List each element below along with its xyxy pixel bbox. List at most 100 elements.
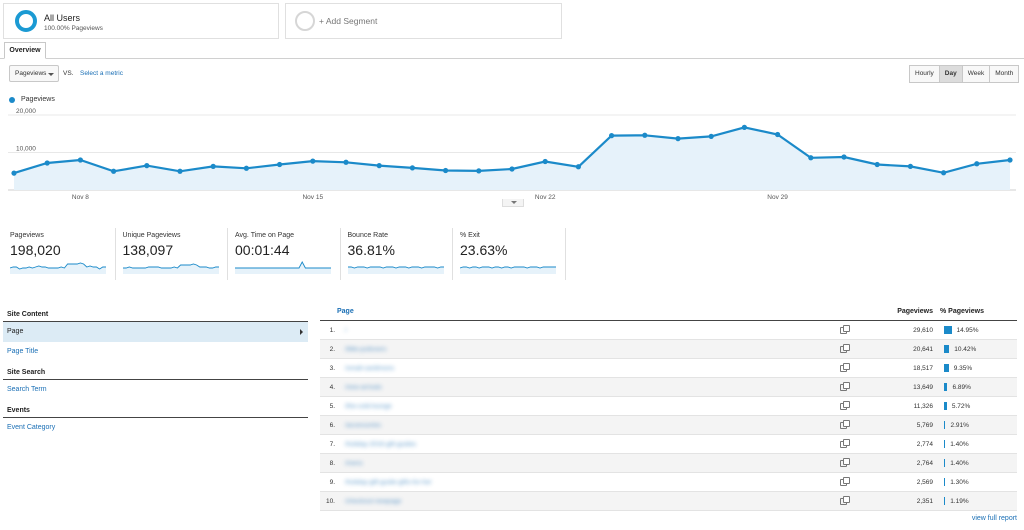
data-point[interactable] <box>111 168 117 174</box>
sparkline-area <box>347 267 444 274</box>
data-point[interactable] <box>77 157 83 163</box>
header-page[interactable]: Page <box>337 308 354 315</box>
tab-overview[interactable]: Overview <box>4 42 46 59</box>
view-full-report-link[interactable]: view full report <box>971 515 1017 522</box>
data-point[interactable] <box>907 163 914 169</box>
data-point[interactable] <box>210 163 216 169</box>
data-point[interactable] <box>443 167 449 174</box>
data-point[interactable] <box>775 131 781 138</box>
page-path-cell[interactable]: / <box>335 327 840 334</box>
data-point[interactable] <box>476 168 482 174</box>
data-point[interactable] <box>874 161 880 168</box>
data-point[interactable] <box>11 170 17 176</box>
scorecard[interactable]: % Exit 23.63% <box>453 228 566 280</box>
pct-pageviews-cell: 9.35% <box>935 364 1017 372</box>
scorecard[interactable]: Bounce Rate 36.81% <box>341 228 453 280</box>
page-path-link[interactable]: /new-arrivals <box>345 383 382 391</box>
data-point[interactable] <box>575 164 582 170</box>
panel-item[interactable]: Page Title <box>3 342 308 362</box>
external-link-icon[interactable] <box>840 381 850 391</box>
header-pageviews[interactable]: Pageviews <box>897 308 933 315</box>
data-point[interactable] <box>177 168 183 174</box>
page-path-link[interactable]: /holiday-gift-guide-gifts-for-her <box>345 478 432 486</box>
table-row: 10. /checkout-newpage 2,351 1.19% <box>320 492 1017 511</box>
data-point[interactable] <box>841 154 847 160</box>
page-path-cell[interactable]: /accessories <box>335 422 840 429</box>
panel-item[interactable]: Event Category <box>3 418 308 438</box>
data-point[interactable] <box>409 165 415 171</box>
scorecard-sparkline <box>122 263 219 274</box>
external-link-icon[interactable] <box>840 438 850 448</box>
row-index: 9. <box>329 478 335 486</box>
external-link-icon[interactable] <box>840 400 850 410</box>
open-link-cell <box>840 362 864 372</box>
data-point[interactable] <box>243 165 249 171</box>
metric-dropdown[interactable]: Pageviews <box>9 65 59 82</box>
add-segment-button[interactable]: + Add Segment <box>285 3 562 39</box>
granularity-month-button[interactable]: Month <box>989 65 1020 83</box>
panel-item[interactable]: Search Term <box>3 380 308 400</box>
open-link-cell <box>840 381 864 391</box>
granularity-week-button[interactable]: Week <box>961 65 991 83</box>
pct-value: 1.40% <box>950 459 969 467</box>
data-point[interactable] <box>542 158 548 165</box>
scorecard[interactable]: Avg. Time on Page 00:01:44 <box>228 228 341 280</box>
page-path-cell[interactable]: /checkout-newpage <box>335 498 840 505</box>
external-link-icon[interactable] <box>840 362 850 372</box>
segment-all-users[interactable]: All Users 100.00% Pageviews <box>3 3 279 39</box>
header-pct-pageviews[interactable]: % Pageviews <box>940 308 984 315</box>
page-path-link[interactable]: /small-cardimons <box>345 364 395 372</box>
scorecard[interactable]: Unique Pageviews 138,097 <box>116 228 228 280</box>
granularity-day-button[interactable]: Day <box>938 65 963 83</box>
external-link-icon[interactable] <box>840 343 850 353</box>
data-point[interactable] <box>708 133 714 139</box>
page-path-cell[interactable]: /little-pullovers <box>335 346 840 353</box>
data-point[interactable] <box>675 136 681 142</box>
external-link-icon[interactable] <box>840 457 850 467</box>
granularity-hourly-button[interactable]: Hourly <box>909 65 940 83</box>
data-point[interactable] <box>509 166 515 172</box>
data-point[interactable] <box>44 160 50 166</box>
page-path-cell[interactable]: /holiday-gift-guide-gifts-for-her <box>335 479 840 486</box>
scorecard-value: 198,020 <box>10 242 61 258</box>
page-path-link[interactable]: / <box>345 326 347 334</box>
data-point[interactable] <box>310 158 316 164</box>
empty-segment-ring-icon <box>295 11 315 31</box>
panel-item[interactable]: Page <box>3 322 308 342</box>
select-metric-link[interactable]: Select a metric <box>80 70 123 77</box>
data-point[interactable] <box>974 161 980 167</box>
data-point[interactable] <box>609 133 615 139</box>
data-point[interactable] <box>343 159 349 165</box>
data-point[interactable] <box>277 161 283 168</box>
page-path-link[interactable]: /mens <box>345 459 363 467</box>
data-point[interactable] <box>376 163 382 169</box>
scorecard[interactable]: Pageviews 198,020 <box>3 228 116 280</box>
pct-pageviews-cell: 1.19% <box>935 497 1017 505</box>
page-path-link[interactable]: /little-pullovers <box>345 345 387 353</box>
page-path-link[interactable]: /holiday-2016-gift-guides <box>345 440 417 448</box>
page-path-cell[interactable]: /mens <box>335 460 840 467</box>
external-link-icon[interactable] <box>840 324 850 334</box>
legend-label: Pageviews <box>21 96 55 103</box>
external-link-icon[interactable] <box>840 476 850 486</box>
page-path-cell[interactable]: /new-arrivals <box>335 384 840 391</box>
page-path-cell[interactable]: /the-cold-lounge <box>335 403 840 410</box>
page-path-link[interactable]: /the-cold-lounge <box>345 402 392 410</box>
external-link-icon[interactable] <box>840 419 850 429</box>
data-point[interactable] <box>741 124 748 130</box>
page-path-cell[interactable]: /holiday-2016-gift-guides <box>335 441 840 448</box>
page-path-link[interactable]: /checkout-newpage <box>345 497 402 505</box>
chart-legend: Pageviews <box>9 96 55 103</box>
data-point[interactable] <box>808 155 814 161</box>
data-point[interactable] <box>144 163 150 169</box>
page-path-link[interactable]: /accessories <box>345 421 382 429</box>
data-point[interactable] <box>642 132 648 138</box>
segment-ring-icon <box>15 10 37 32</box>
data-point[interactable] <box>1007 157 1013 163</box>
page-path-cell[interactable]: /small-cardimons <box>335 365 840 372</box>
pageviews-cell: 29,610 <box>913 326 933 334</box>
chart-collapse-handle[interactable] <box>502 199 524 207</box>
pct-value: 2.91% <box>950 421 969 429</box>
data-point[interactable] <box>941 170 947 176</box>
external-link-icon[interactable] <box>840 495 850 505</box>
